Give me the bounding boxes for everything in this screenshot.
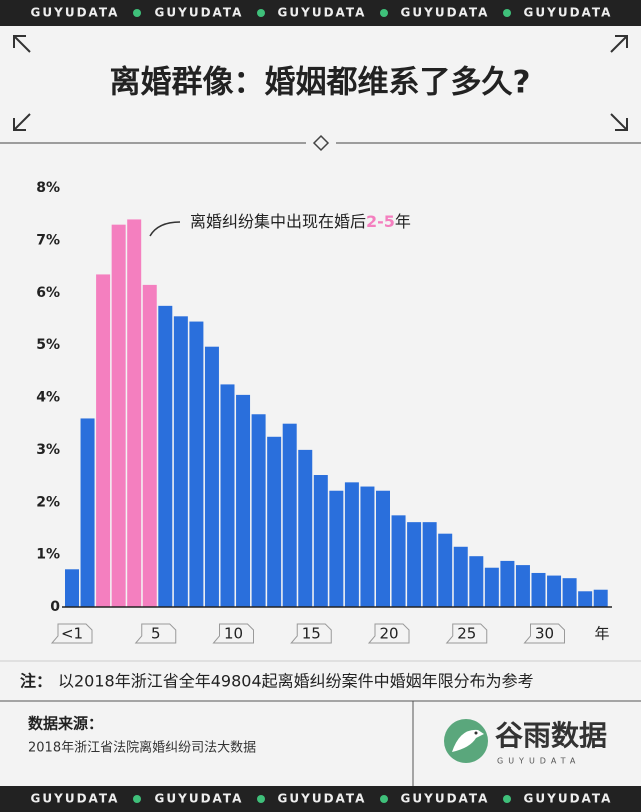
diamond [312,134,330,152]
x-tick-label: <1 [61,625,83,643]
banner-dot [133,795,141,803]
banner-dot [133,9,141,17]
bar [547,575,562,607]
banner-dot [380,9,388,17]
banner-text: GUYUDATA [278,6,367,20]
banner-dot [257,9,265,17]
bar [96,274,111,607]
top-banner [0,0,641,26]
annotation-highlight: 2-5 [366,212,395,231]
annotation-text: 离婚纠纷集中出现在婚后 [190,212,366,231]
bar [80,418,95,607]
y-tick-label: 7% [36,232,60,248]
x-tick-label: 30 [535,625,554,643]
y-tick-label: 5% [36,337,60,353]
chart-title: 离婚群像：婚姻都维系了多久? [110,65,531,101]
bar [484,567,499,607]
banner-text: GUYUDATA [155,6,244,20]
bar [220,384,235,607]
bar [469,556,484,607]
bar [142,284,157,607]
banner-text: GUYUDATA [31,792,120,806]
x-tick-box [50,623,93,644]
y-tick-label: 0 [50,599,60,615]
banner-dot [380,795,388,803]
y-tick-label: 2% [36,494,60,510]
source-label: 数据来源： [28,715,103,733]
x-tick-box [367,623,410,644]
logo-name: 谷雨数据 [495,719,607,752]
bar [578,591,593,607]
banner-text: GUYUDATA [31,6,120,20]
bar [189,321,204,607]
bar [500,560,515,607]
y-tick-label: 3% [36,442,60,458]
bar [298,449,313,607]
x-tick-box [523,623,565,644]
y-tick-label: 6% [36,285,60,301]
bottom-banner [0,786,641,812]
bar [422,522,437,607]
annotation-pointer [149,221,181,237]
x-unit: 年 [594,625,609,643]
x-tick-box [212,623,254,644]
x-tick-label: 20 [379,625,398,643]
bar [251,414,266,607]
banner-text: GUYUDATA [155,792,244,806]
bar [531,572,546,607]
x-tick-box [134,623,177,644]
x-tick-box [445,623,488,644]
banner-text: GUYUDATA [401,6,490,20]
x-tick-label: 10 [224,625,243,643]
logo-icon [444,719,488,763]
banner-text: GUYUDATA [278,792,367,806]
bar [204,346,219,607]
bar [453,546,468,607]
banner-dot [503,795,511,803]
banner-text: GUYUDATA [401,792,490,806]
note-text: 以2018年浙江省全年49804起离婚纠纷案件中婚姻年限分布为参考 [58,672,534,691]
banner-text: GUYUDATA [524,792,613,806]
y-tick-label: 4% [36,390,60,406]
banner-dot [257,795,265,803]
bar [438,533,453,607]
bar [267,436,282,607]
bar [111,224,126,607]
bar [236,394,251,607]
bar [344,482,359,607]
x-tick-label: 15 [302,625,321,643]
annotation-suffix: 年 [395,212,411,231]
annotation: 离婚纠纷集中出现在婚后2-5年 [190,212,411,231]
bar [329,490,344,607]
x-tick-label: 5 [151,625,161,643]
bar [562,578,577,607]
bar [407,522,422,607]
bar [173,316,188,607]
note-label: 注： [20,672,52,691]
bar [282,423,297,607]
bar [158,305,173,607]
bar [391,515,406,607]
y-tick-label: 1% [36,547,60,563]
bar [127,219,142,608]
bar [313,475,328,607]
source-text: 2018年浙江省法院离婚纠纷司法大数据 [28,740,256,756]
corner-marks [13,35,628,131]
bar [65,569,79,607]
banner-text: GUYUDATA [524,6,613,20]
x-tick-label: 25 [457,625,476,643]
bar [376,490,390,607]
bar [593,589,608,607]
bar [360,486,375,607]
bar [515,565,530,607]
x-tick-box [290,623,332,644]
banner-dot [503,9,511,17]
logo-sub: GUYUDATA [497,757,580,766]
y-tick-label: 8% [36,180,60,196]
